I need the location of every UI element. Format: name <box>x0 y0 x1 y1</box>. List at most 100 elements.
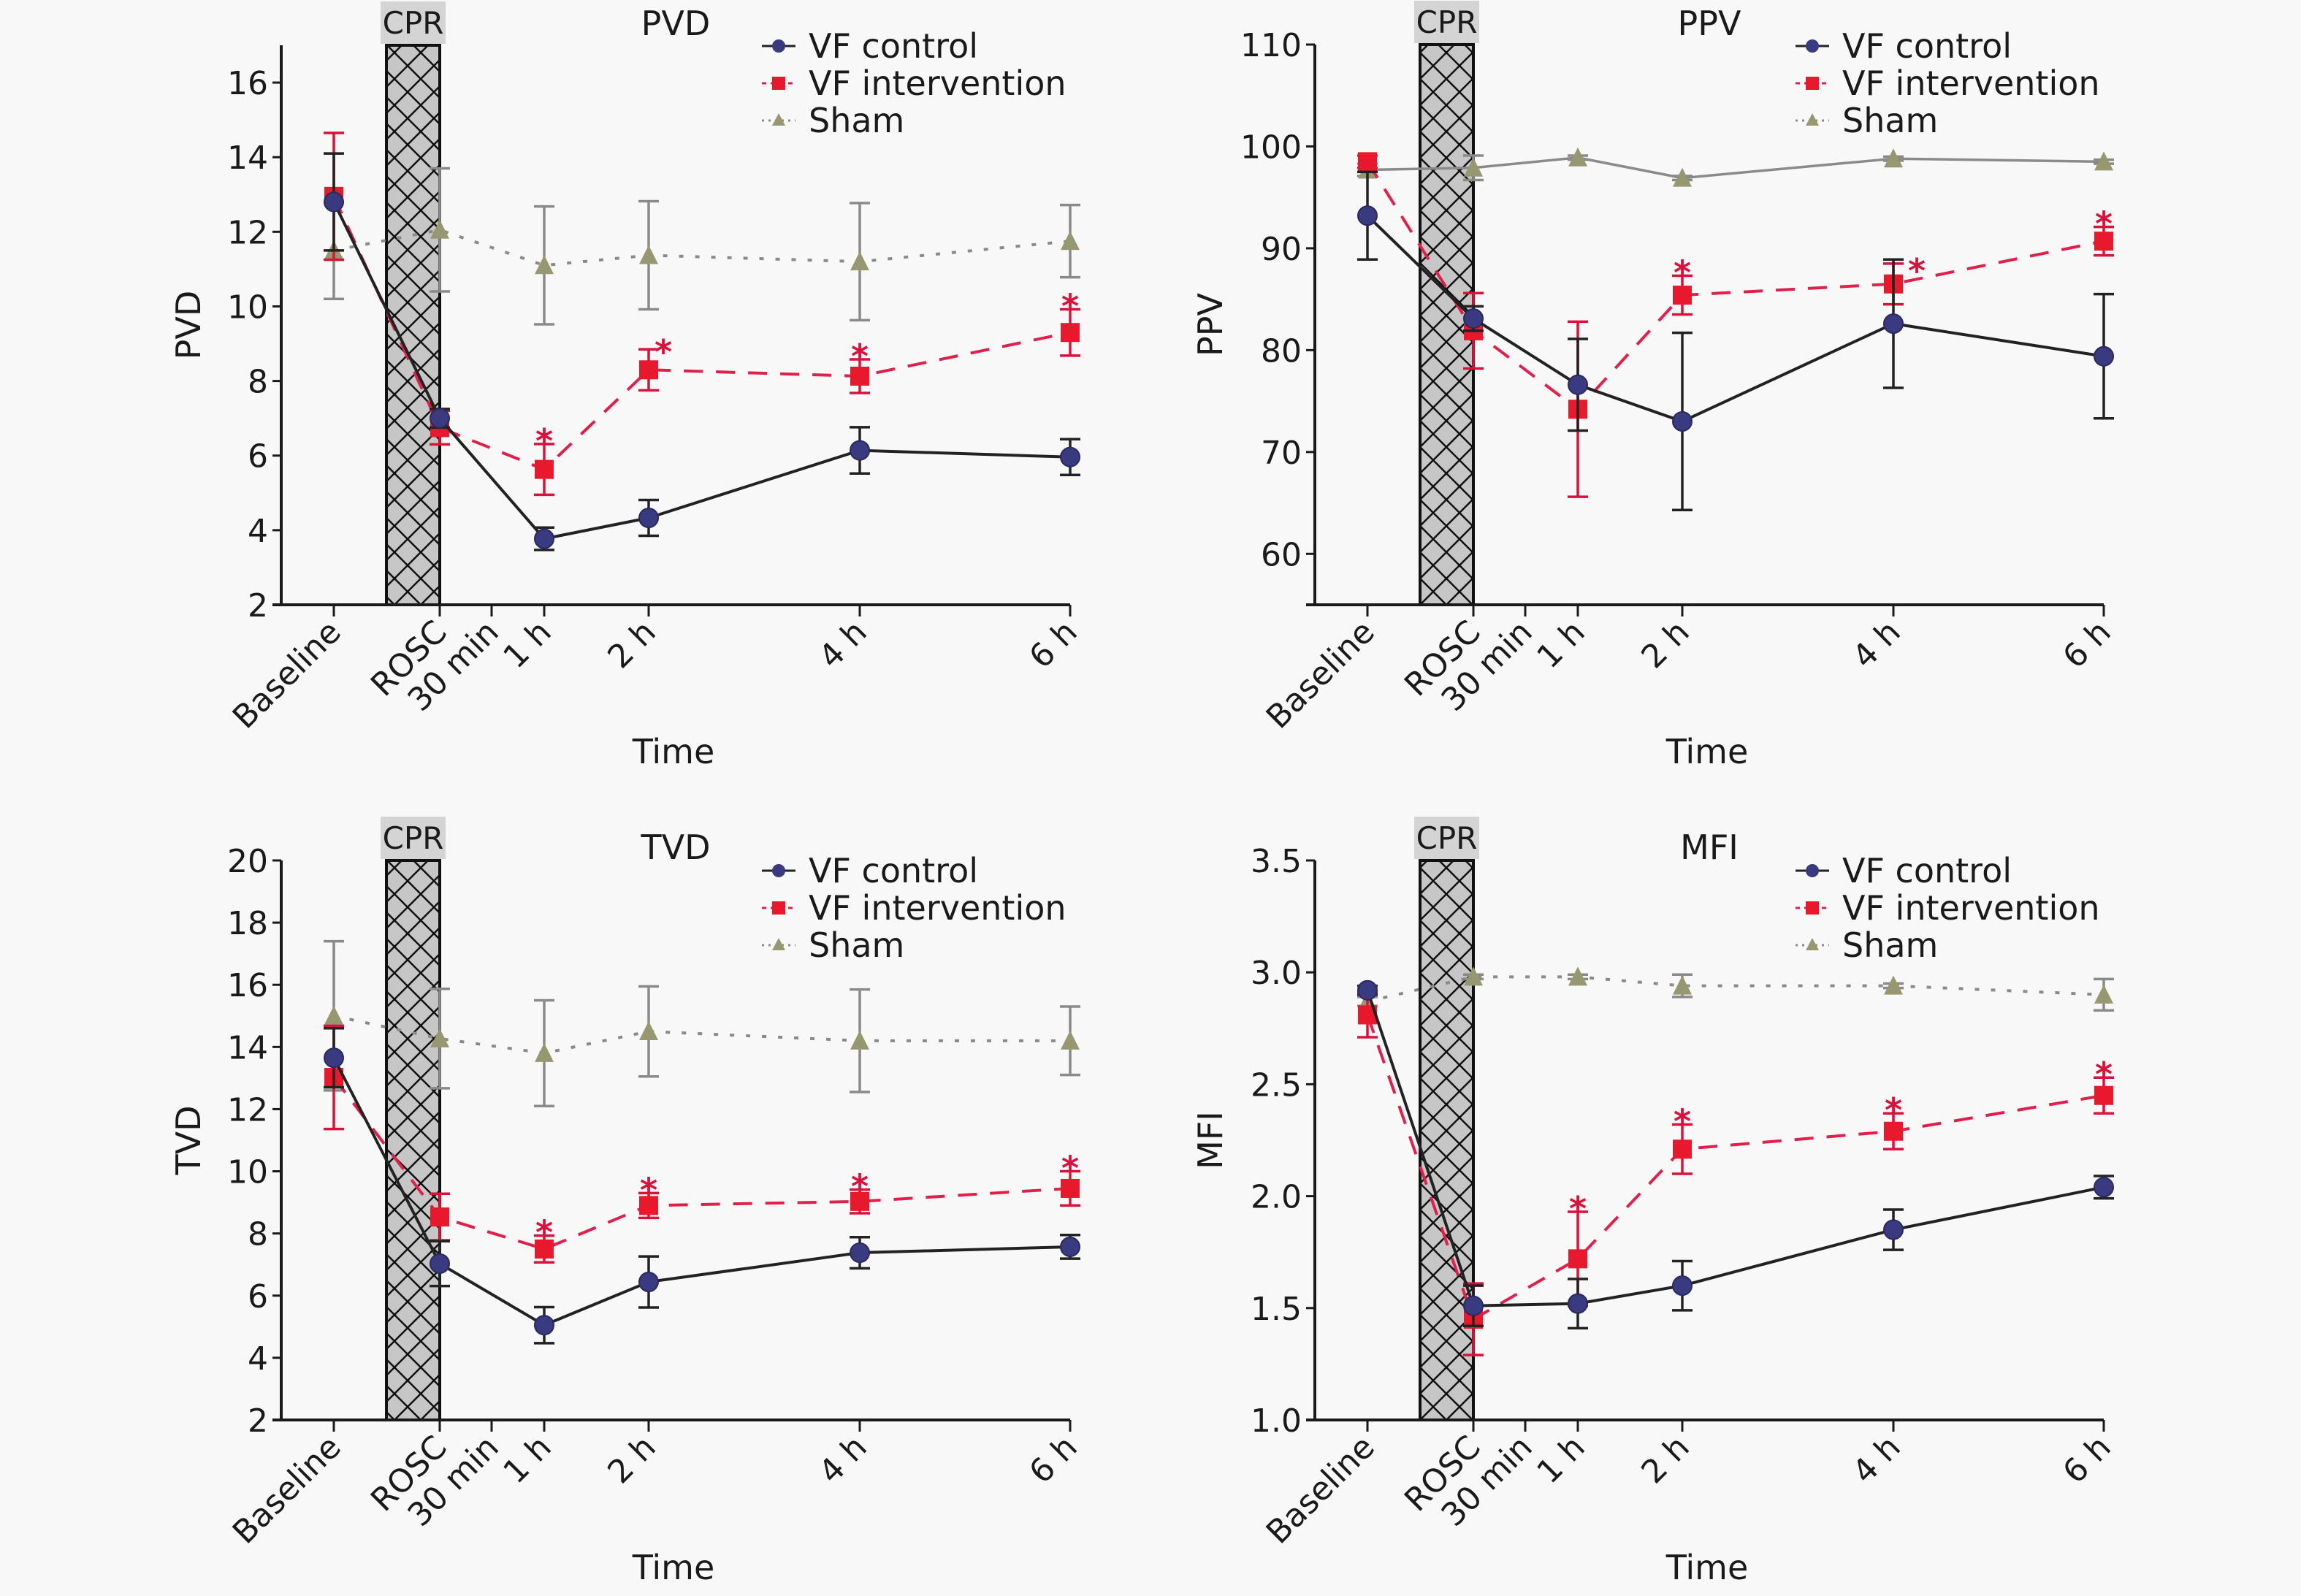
legend-label: Sham <box>809 925 904 965</box>
data-point-circle <box>1568 1293 1588 1314</box>
x-tick-label: 4 h <box>1845 614 1907 676</box>
data-point-square <box>1358 152 1377 172</box>
legend-triangle-icon <box>772 113 785 126</box>
data-point-square <box>850 1191 869 1211</box>
significance-star: * <box>1908 251 1926 291</box>
significance-star: * <box>1061 1149 1079 1188</box>
significance-star: * <box>2095 1055 2113 1094</box>
data-point-circle <box>1672 1275 1693 1297</box>
data-point-circle <box>534 528 554 549</box>
y-tick-label: 110 <box>1240 27 1302 64</box>
legend-item: Sham <box>762 925 904 965</box>
data-point-triangle <box>1568 147 1587 167</box>
data-point-circle <box>2094 345 2114 367</box>
y-tick-label: 16 <box>227 967 268 1004</box>
y-tick-label: 18 <box>227 905 268 942</box>
legend-circle-icon <box>1806 39 1819 53</box>
series-line <box>1366 161 2105 411</box>
data-point-triangle <box>1673 167 1692 187</box>
series-line <box>333 1014 1070 1055</box>
significance-star: * <box>640 1170 657 1210</box>
series-sham <box>1357 966 2114 1012</box>
data-point-triangle <box>1568 966 1587 986</box>
x-tick-label: 1 h <box>496 614 558 676</box>
y-tick-label: 3.0 <box>1251 955 1302 992</box>
data-point-triangle <box>1884 148 1903 168</box>
y-tick-label: 1.0 <box>1251 1402 1302 1440</box>
legend-label: VF intervention <box>1842 888 2100 928</box>
data-point-circle <box>430 1253 450 1274</box>
x-tick-label: 1 h <box>1530 614 1592 676</box>
y-tick-label: 12 <box>227 1091 268 1129</box>
y-tick-label: 6 <box>248 1278 268 1316</box>
legend-item: VF control <box>1796 851 2012 890</box>
y-tick-label: 2 <box>248 1402 268 1440</box>
x-tick-label: 6 h <box>1022 1429 1084 1491</box>
legend-triangle-icon <box>1806 938 1819 950</box>
panel-title: PVD <box>641 4 711 43</box>
data-point-square <box>535 1239 554 1259</box>
significance-star: * <box>2095 205 2113 244</box>
data-point-square <box>1061 323 1080 343</box>
x-tick-label: 6 h <box>1022 614 1084 676</box>
y-tick-label: 4 <box>248 513 268 550</box>
legend-item: VF control <box>762 26 978 66</box>
x-axis-title: Time <box>632 1548 715 1587</box>
x-tick-label: 4 h <box>1845 1429 1907 1491</box>
data-point-triangle <box>850 1030 869 1050</box>
legend-item: VF intervention <box>1796 888 2100 928</box>
y-axis-title: TVD <box>169 1106 208 1176</box>
y-axis-title: PPV <box>1191 292 1230 356</box>
x-axis-title: Time <box>1665 1548 1749 1587</box>
y-tick-label: 2.0 <box>1251 1179 1302 1216</box>
x-tick-label: 4 h <box>812 1429 874 1491</box>
significance-star: * <box>655 332 672 372</box>
y-tick-label: 90 <box>1261 231 1302 268</box>
series-vf-control <box>1357 980 2114 1330</box>
data-point-triangle <box>639 245 658 264</box>
data-point-triangle <box>324 1005 343 1025</box>
legend-item: VF intervention <box>762 64 1066 103</box>
data-point-triangle <box>430 219 449 239</box>
data-point-square <box>1061 1178 1080 1198</box>
series-line <box>1366 990 2105 1307</box>
y-tick-label: 10 <box>227 289 268 326</box>
x-tick-label: Baseline <box>226 1429 348 1551</box>
cpr-band <box>385 859 441 1421</box>
x-tick-label: 1 h <box>1530 1429 1592 1491</box>
data-point-triangle <box>639 1021 658 1041</box>
data-point-triangle <box>1061 1030 1080 1050</box>
data-point-circle <box>1463 308 1484 329</box>
data-point-circle <box>324 1047 344 1069</box>
significance-star: * <box>1674 253 1691 293</box>
panel-title: TVD <box>641 828 711 867</box>
panel-title: MFI <box>1680 828 1739 867</box>
y-tick-label: 8 <box>248 1216 268 1253</box>
legend-label: VF intervention <box>1842 64 2100 103</box>
significance-star: * <box>1885 1091 1902 1130</box>
legend-circle-icon <box>772 39 785 53</box>
legend-item: VF control <box>1796 26 2012 66</box>
series-line <box>1367 156 2105 180</box>
legend-square-icon <box>772 901 785 915</box>
data-point-square <box>430 1207 449 1227</box>
cpr-label-box <box>1414 1 1479 43</box>
x-tick-label: 2 h <box>600 1429 663 1491</box>
data-point-circle <box>1672 411 1693 432</box>
data-point-triangle <box>850 251 869 271</box>
series-vf-control <box>324 1027 1080 1345</box>
series-line <box>332 195 1071 471</box>
cpr-label: CPR <box>383 820 444 856</box>
significance-star: * <box>535 1213 553 1253</box>
legend-triangle-icon <box>1806 113 1819 126</box>
data-point-triangle <box>535 1042 554 1062</box>
cpr-label-box <box>381 817 446 859</box>
data-point-square <box>2094 1085 2113 1105</box>
data-point-circle <box>1357 980 1378 1001</box>
legend-label: VF control <box>809 26 978 66</box>
legend-label: Sham <box>1842 925 1938 965</box>
legend-square-icon <box>1806 901 1819 915</box>
